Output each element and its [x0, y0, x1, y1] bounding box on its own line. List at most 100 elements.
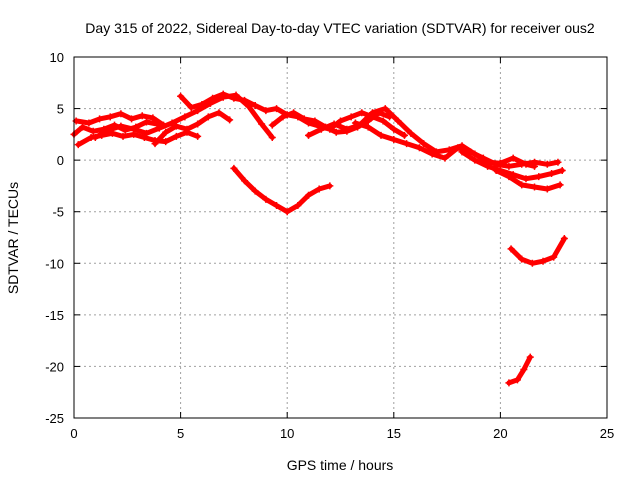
data-point [294, 202, 302, 210]
data-point [194, 120, 202, 128]
data-point [550, 253, 558, 261]
data-point [522, 175, 530, 183]
data-point [381, 105, 389, 113]
data-point [358, 109, 366, 117]
data-point [117, 110, 125, 118]
data-point [172, 132, 180, 140]
series-arc-14-trace [506, 354, 533, 386]
data-point [300, 115, 308, 123]
data-point [317, 125, 325, 133]
data-point [91, 133, 99, 141]
data-point [241, 177, 249, 185]
data-point [305, 191, 313, 199]
data-point [204, 113, 212, 121]
data-point [526, 353, 534, 361]
y-axis-label: SDTVAR / TECUs [5, 182, 21, 294]
y-tick-label: -10 [45, 256, 64, 271]
data-point [558, 166, 566, 174]
data-point [183, 125, 191, 133]
data-point [509, 154, 517, 162]
data-point [262, 195, 270, 203]
data-point [337, 117, 344, 125]
data-point [79, 123, 87, 131]
data-point [428, 150, 436, 158]
data-point [531, 183, 539, 191]
y-tick-label: -20 [45, 359, 64, 374]
data-point [311, 117, 319, 125]
y-tick-label: -15 [45, 308, 64, 323]
series-arc-7-trace [231, 165, 333, 215]
data-point [305, 131, 313, 139]
data-point [119, 132, 127, 140]
data-point [539, 257, 547, 265]
data-point [364, 123, 372, 131]
data-point [560, 235, 568, 243]
data-point [531, 158, 539, 166]
data-point [379, 117, 387, 125]
data-point [484, 162, 492, 170]
data-point [149, 114, 157, 122]
x-axis-label: GPS time / hours [287, 457, 394, 473]
data-point [283, 208, 291, 216]
data-point [273, 202, 281, 210]
data-point [351, 119, 359, 127]
data-point [181, 113, 189, 121]
data-point [194, 107, 202, 115]
data-point [151, 140, 159, 148]
data-point [142, 129, 150, 137]
data-point [219, 90, 227, 98]
data-point [230, 164, 238, 172]
data-point [74, 141, 82, 149]
data-point [505, 162, 513, 170]
data-point [209, 94, 217, 102]
data-point [403, 140, 411, 148]
data-point [377, 131, 385, 139]
y-tick-labels: -25 -20 -15 -10 -5 0 5 10 [45, 50, 64, 426]
data-point [520, 366, 528, 374]
axis-ticks [73, 56, 608, 419]
data-point [556, 181, 564, 189]
data-point [415, 144, 423, 152]
data-point [326, 182, 334, 190]
data-point [390, 125, 398, 133]
data-point [194, 132, 202, 140]
y-tick-label: 5 [57, 102, 64, 117]
data-point [454, 144, 462, 152]
data-point [198, 100, 206, 108]
data-point [394, 117, 402, 125]
data-point [513, 376, 521, 384]
x-tick-labels: 0 5 10 15 20 25 [70, 426, 614, 441]
data-point [315, 185, 323, 193]
data-point [528, 259, 536, 267]
data-point [505, 173, 513, 181]
data-point [330, 120, 338, 128]
data-point [505, 379, 513, 387]
data-point [347, 113, 355, 121]
y-tick-label: -5 [52, 205, 64, 220]
data-point [226, 116, 234, 124]
data-point [138, 112, 146, 120]
data-point [518, 181, 526, 189]
data-point [518, 255, 526, 263]
data-series [70, 90, 568, 387]
plot-frame [73, 56, 608, 419]
data-point [518, 160, 526, 168]
data-point [458, 148, 466, 156]
data-point [479, 154, 487, 162]
data-point [104, 126, 112, 134]
data-point [273, 105, 281, 113]
data-point [215, 109, 223, 117]
data-point [187, 104, 195, 112]
data-point [177, 92, 185, 100]
data-point [543, 160, 551, 168]
data-point [400, 131, 408, 139]
data-point [268, 121, 276, 129]
data-point [155, 124, 163, 132]
data-point [290, 109, 298, 117]
x-tick-label: 5 [177, 426, 184, 441]
data-point [162, 128, 170, 136]
data-point [268, 133, 276, 141]
data-point [407, 129, 415, 137]
data-point [142, 118, 150, 126]
